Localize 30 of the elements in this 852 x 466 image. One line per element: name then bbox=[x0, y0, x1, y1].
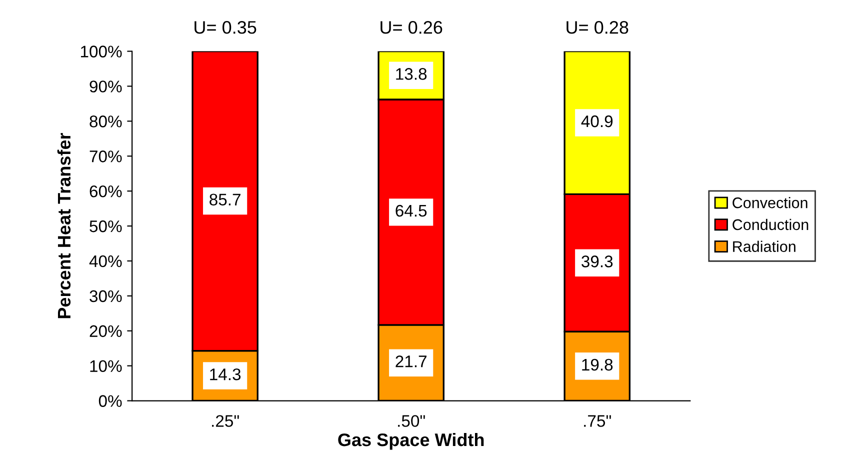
annotation: U= 0.26 bbox=[380, 21, 442, 34]
x-tick-label: .25" bbox=[212, 415, 239, 427]
y-tick-label: 40% bbox=[89, 255, 122, 268]
y-tick-label: 50% bbox=[90, 220, 122, 232]
y-tick-label: 30% bbox=[90, 290, 122, 302]
y-tick-label: 60% bbox=[90, 185, 122, 198]
data-label: 64.5 bbox=[396, 204, 427, 217]
y-tick-label: 0% bbox=[98, 395, 122, 407]
annotation: U= 0.28 bbox=[566, 21, 628, 34]
y-tick-label: 10% bbox=[90, 360, 122, 372]
legend-label: Convection bbox=[732, 197, 808, 208]
data-label: 19.8 bbox=[582, 358, 613, 371]
data-label: 40.9 bbox=[581, 115, 613, 128]
legend-label: Conduction bbox=[732, 218, 808, 230]
data-label: 85.7 bbox=[210, 194, 240, 206]
y-tick-label: 20% bbox=[90, 325, 122, 338]
y-tick-label: 70% bbox=[90, 150, 122, 162]
y-axis-title: Percent Heat Transfer bbox=[57, 132, 71, 318]
data-label: 21.7 bbox=[396, 356, 426, 368]
x-axis-title: Gas Space Width bbox=[338, 432, 484, 450]
x-tick-label: .50" bbox=[398, 415, 425, 427]
legend-label: Radiation bbox=[733, 240, 796, 252]
data-label: 14.3 bbox=[210, 368, 241, 380]
data-label: 13.8 bbox=[396, 68, 427, 80]
y-tick-label: 80% bbox=[90, 116, 122, 128]
data-label: 39.3 bbox=[582, 256, 613, 268]
y-tick-label: 100% bbox=[80, 46, 122, 58]
annotation: U= 0.35 bbox=[194, 21, 256, 34]
x-tick-label: .75" bbox=[584, 415, 611, 427]
y-tick-label: 90% bbox=[90, 80, 122, 92]
